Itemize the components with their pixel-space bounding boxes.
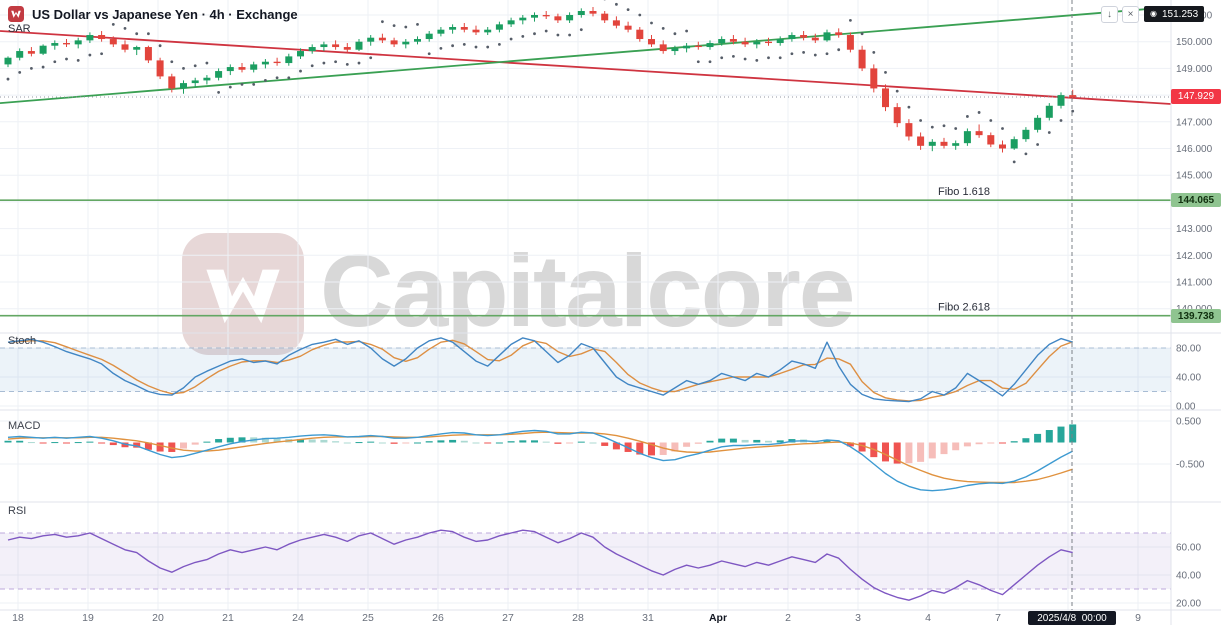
crosshair-time-badge: 2025/4/8 00:00 bbox=[1028, 611, 1116, 625]
svg-text:146.000: 146.000 bbox=[1176, 144, 1213, 155]
svg-text:40.00: 40.00 bbox=[1176, 373, 1201, 384]
svg-text:18: 18 bbox=[12, 612, 24, 624]
svg-text:21: 21 bbox=[222, 612, 234, 624]
top-price-badge: ◉ 151.253 bbox=[1144, 6, 1205, 22]
svg-text:147.000: 147.000 bbox=[1176, 117, 1213, 128]
svg-text:143.000: 143.000 bbox=[1176, 224, 1213, 235]
chart-title: US Dollar vs Japanese Yen · 4h · Exchang… bbox=[32, 6, 298, 22]
chart-header: US Dollar vs Japanese Yen · 4h · Exchang… bbox=[8, 4, 298, 24]
svg-text:20: 20 bbox=[152, 612, 164, 624]
svg-text:9: 9 bbox=[1135, 612, 1141, 624]
top-price-value: 151.253 bbox=[1161, 8, 1199, 20]
svg-text:3: 3 bbox=[855, 612, 861, 624]
fibo-2618-price-badge: 139.738 bbox=[1171, 309, 1221, 323]
svg-text:80.00: 80.00 bbox=[1176, 344, 1201, 355]
svg-text:150.000: 150.000 bbox=[1176, 37, 1213, 48]
svg-text:40.00: 40.00 bbox=[1176, 571, 1201, 582]
arrow-down-icon: ↓ bbox=[1107, 9, 1112, 20]
svg-text:19: 19 bbox=[82, 612, 94, 624]
close-icon: × bbox=[1127, 9, 1134, 20]
svg-text:142.000: 142.000 bbox=[1176, 251, 1213, 262]
svg-text:Apr: Apr bbox=[709, 612, 727, 624]
capitalcore-logo-icon bbox=[8, 6, 24, 22]
last-price-badge: 147.929 bbox=[1171, 89, 1221, 104]
svg-text:0.500: 0.500 bbox=[1176, 417, 1201, 428]
svg-text:2: 2 bbox=[785, 612, 791, 624]
stoch-indicator-label[interactable]: Stoch bbox=[8, 335, 37, 347]
time-scale[interactable] bbox=[0, 610, 1171, 625]
svg-text:31: 31 bbox=[642, 612, 654, 624]
svg-text:20.00: 20.00 bbox=[1176, 599, 1201, 610]
svg-text:0.00: 0.00 bbox=[1176, 402, 1196, 413]
close-button[interactable]: × bbox=[1122, 6, 1139, 23]
svg-text:4: 4 bbox=[925, 612, 931, 624]
svg-text:28: 28 bbox=[572, 612, 584, 624]
svg-text:27: 27 bbox=[502, 612, 514, 624]
svg-text:26: 26 bbox=[432, 612, 444, 624]
svg-text:25: 25 bbox=[362, 612, 374, 624]
svg-text:141.000: 141.000 bbox=[1176, 278, 1213, 289]
svg-text:7: 7 bbox=[995, 612, 1001, 624]
rsi-indicator-label[interactable]: RSI bbox=[8, 505, 27, 517]
svg-text:Fibo 2.618: Fibo 2.618 bbox=[938, 302, 990, 314]
download-button[interactable]: ↓ bbox=[1101, 6, 1118, 23]
svg-text:-0.500: -0.500 bbox=[1176, 460, 1205, 471]
svg-text:60.00: 60.00 bbox=[1176, 543, 1201, 554]
svg-text:149.000: 149.000 bbox=[1176, 64, 1213, 75]
sar-indicator-label[interactable]: SAR bbox=[8, 23, 31, 35]
svg-text:Fibo 1.618: Fibo 1.618 bbox=[938, 186, 990, 198]
macd-indicator-label[interactable]: MACD bbox=[8, 420, 41, 432]
svg-text:145.000: 145.000 bbox=[1176, 171, 1213, 182]
camera-icon: ◉ bbox=[1150, 9, 1157, 18]
svg-text:24: 24 bbox=[292, 612, 304, 624]
fibo-1618-price-badge: 144.065 bbox=[1171, 193, 1221, 207]
